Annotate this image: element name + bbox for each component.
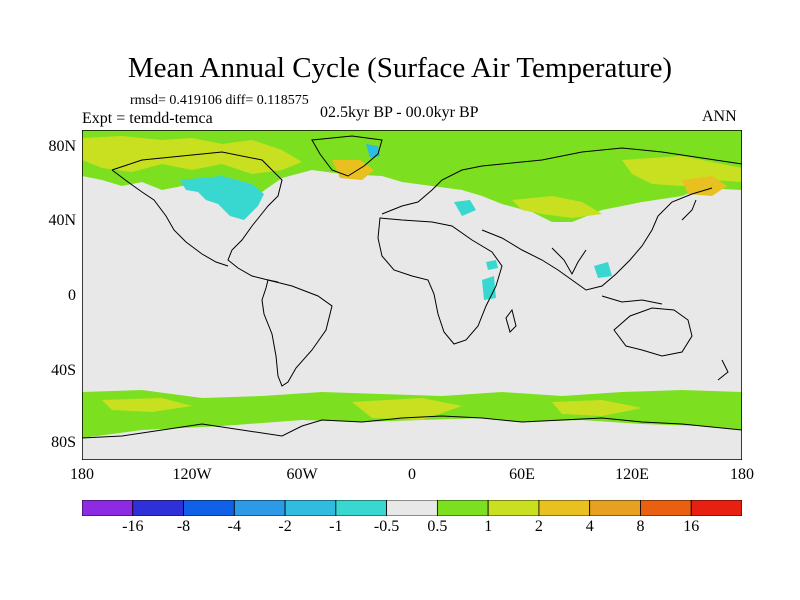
coast-south-america — [261, 279, 333, 387]
coast-asia-south — [481, 187, 713, 291]
arabia-cooling — [454, 200, 476, 216]
lon-label-180-left: 180 — [70, 466, 94, 483]
period-label: 02.5kyr BP - 00.0kyr BP — [320, 104, 479, 121]
colorbar-swatch — [487, 500, 540, 516]
colorbar-swatch — [589, 500, 641, 516]
antarctica-interior — [82, 418, 742, 460]
colorbar-label: -1 — [329, 518, 343, 535]
coast-indonesia — [601, 295, 663, 305]
colorbar-label: -2 — [278, 518, 292, 535]
southern-ocean-yellow-1 — [102, 398, 192, 412]
colorbar-label: -4 — [227, 518, 241, 535]
world-map — [82, 130, 742, 460]
lat-label-80n: 80N — [48, 138, 76, 155]
season-label: ANN — [702, 108, 737, 125]
coast-india — [551, 247, 587, 276]
colorbar-label: 4 — [585, 518, 594, 535]
colorbar-swatch — [82, 500, 134, 516]
experiment-label: Expt = temdd-temca — [82, 110, 213, 127]
colorbar-label: 1 — [484, 518, 493, 535]
east-africa-cooling — [482, 276, 496, 300]
colorbar-label: 8 — [636, 518, 645, 535]
lon-label-180-right: 180 — [730, 466, 754, 483]
coast-japan — [681, 199, 697, 221]
coast-madagascar — [505, 308, 517, 333]
colorbar-swatch — [335, 500, 388, 516]
colorbar — [82, 500, 742, 516]
colorbar-swatch — [284, 500, 337, 516]
lon-label-60w: 60W — [286, 466, 318, 483]
southern-ocean-yellow-2 — [352, 398, 462, 420]
figure-title: Mean Annual Cycle (Surface Air Temperatu… — [127, 52, 673, 84]
colorbar-label: 16 — [683, 518, 700, 535]
lat-label-80s: 80S — [51, 434, 76, 451]
coastlines — [82, 135, 742, 439]
coast-africa — [377, 217, 503, 345]
lon-label-120w: 120W — [172, 466, 212, 483]
africa-cooling-2 — [486, 260, 498, 270]
coast-europe — [381, 163, 503, 215]
colorbar-swatch — [436, 500, 489, 516]
colorbar-swatch — [132, 500, 184, 516]
coast-new-zealand — [717, 359, 729, 381]
stats-text: rmsd= 0.419106 diff= 0.118575 — [130, 93, 309, 108]
asia-cooling — [594, 262, 612, 278]
southern-ocean-yellow-3 — [552, 400, 642, 416]
lat-label-0: 0 — [68, 287, 76, 304]
colorbar-swatch — [183, 500, 235, 516]
coast-greenland — [311, 135, 383, 177]
lat-label-40n: 40N — [48, 212, 76, 229]
greenland-orange-patch — [332, 160, 374, 180]
lat-label-40s: 40S — [51, 362, 76, 379]
colorbar-swatch — [640, 500, 692, 516]
lon-label-60e: 60E — [509, 466, 535, 483]
colorbar-label: -8 — [176, 518, 191, 535]
colorbar-label: -16 — [122, 518, 144, 535]
coast-north-america-west — [111, 169, 229, 267]
coast-asia — [501, 147, 742, 165]
coast-australia — [613, 307, 693, 357]
colorbar-label: 0.5 — [427, 518, 448, 535]
colorbar-label: -0.5 — [373, 518, 400, 535]
colorbar-swatch — [233, 500, 286, 516]
greenland-cooling — [366, 144, 380, 158]
coast-antarctica — [82, 415, 742, 439]
lon-label-120e: 120E — [615, 466, 649, 483]
colorbar-swatch — [386, 500, 438, 516]
lon-label-0: 0 — [408, 466, 416, 483]
north-america-cooling — [180, 176, 264, 220]
coast-north-america — [111, 151, 283, 283]
siberia-orange-patch — [682, 176, 727, 196]
colorbar-swatch — [690, 500, 742, 516]
eurasia-yellow-patch — [512, 196, 602, 218]
colorbar-swatch — [538, 500, 591, 516]
colorbar-label: 2 — [534, 518, 543, 535]
